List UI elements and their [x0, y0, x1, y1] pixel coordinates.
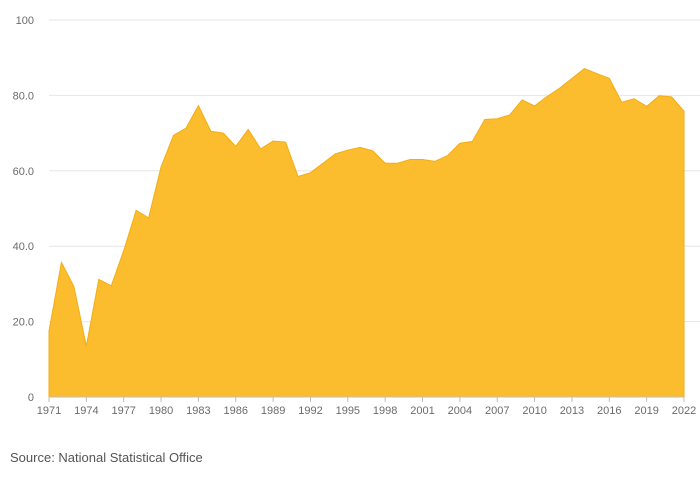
source-note: Source: National Statistical Office: [10, 450, 203, 465]
x-tick-label: 1974: [74, 405, 98, 417]
x-tick-label: 1971: [37, 405, 61, 417]
x-tick-label: 1992: [298, 405, 322, 417]
y-tick-label: 60.0: [13, 166, 34, 178]
area-chart: 0 20.0 40.0 60.0 80.0 100 1971 1974 1977 1980 198…: [13, 15, 700, 417]
y-tick-label: 100: [16, 15, 34, 27]
x-tick-label: 1989: [261, 405, 285, 417]
y-tick-label: 80.0: [13, 90, 34, 102]
x-tick-label: 2001: [410, 405, 434, 417]
x-tick-label: 1986: [224, 405, 248, 417]
x-tick-label: 2022: [672, 405, 696, 417]
x-tick-label: 2016: [597, 405, 621, 417]
x-tick-label: 2019: [634, 405, 658, 417]
series-area: [48, 68, 685, 398]
y-tick-label: 20.0: [13, 317, 34, 329]
x-tick-label: 1998: [373, 405, 397, 417]
x-tick-label: 1983: [186, 405, 210, 417]
area-series: [48, 68, 685, 398]
x-tick-label: 2010: [522, 405, 546, 417]
x-tick-label: 2004: [448, 405, 472, 417]
x-tick-label: 1977: [111, 405, 135, 417]
y-tick-label: 40.0: [13, 241, 34, 253]
x-tick-label: 1980: [149, 405, 173, 417]
x-tick-label: 2013: [560, 405, 584, 417]
x-tick-label: 2007: [485, 405, 509, 417]
y-tick-label: 0: [28, 392, 34, 404]
y-axis-ticks: 0 20.0 40.0 60.0 80.0 100: [13, 15, 34, 404]
x-tick-label: 1995: [336, 405, 360, 417]
x-axis-ticks: 1971 1974 1977 1980 1983 1986 1989 1992 1995 1998…: [37, 397, 696, 417]
